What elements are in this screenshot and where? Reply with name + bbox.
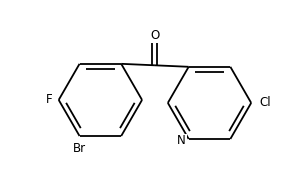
Text: F: F [46, 93, 52, 106]
Text: N: N [177, 134, 186, 147]
Text: Cl: Cl [259, 96, 271, 109]
Text: Br: Br [73, 142, 86, 155]
Text: O: O [150, 29, 160, 42]
